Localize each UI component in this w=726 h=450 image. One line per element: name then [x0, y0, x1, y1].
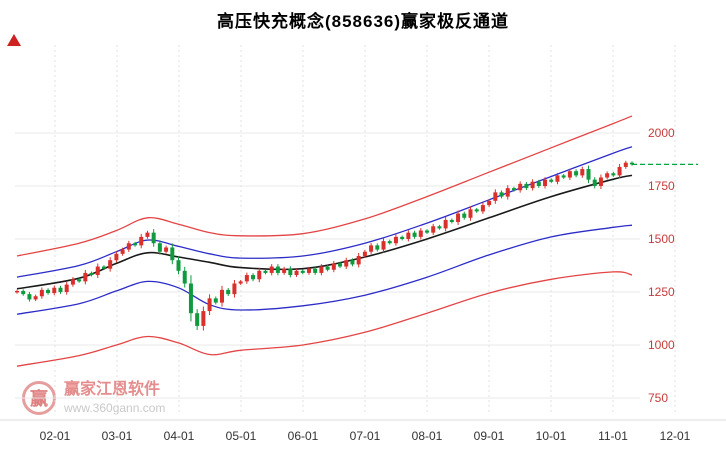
y-axis-label: 1250 — [648, 285, 675, 299]
channel-band-upper_red — [16, 115, 633, 257]
x-axis-label: 11-01 — [598, 429, 628, 443]
x-axis-label: 08-01 — [412, 429, 443, 443]
x-axis-label: 12-01 — [660, 429, 691, 443]
brand-logo-glyph: 赢 — [30, 389, 48, 409]
watermark: 赢 赢家江恩软件 www.360gann.com — [22, 381, 165, 415]
x-axis-label: 09-01 — [474, 429, 505, 443]
x-axis-label: 04-01 — [164, 429, 195, 443]
y-axis-label: 750 — [648, 391, 668, 405]
x-axis-label: 10-01 — [536, 429, 567, 443]
y-axis-label: 1000 — [648, 338, 675, 352]
candles — [15, 160, 634, 331]
x-axis-label: 07-01 — [350, 429, 381, 443]
channel-band-middle_black — [16, 174, 633, 290]
y-axis-label: 1500 — [648, 232, 675, 246]
x-axis-label: 03-01 — [102, 429, 133, 443]
y-axis-label: 2000 — [648, 126, 675, 140]
x-axis-label: 06-01 — [288, 429, 319, 443]
corner-marker-icon — [7, 34, 21, 46]
watermark-url: www.360gann.com — [64, 401, 166, 415]
channel-band-lower_red — [16, 271, 633, 367]
x-axis-label: 05-01 — [226, 429, 257, 443]
channel-band-upper_blue — [16, 146, 633, 278]
watermark-brand: 赢家江恩软件 — [64, 381, 161, 398]
y-axis-label: 1750 — [648, 179, 675, 193]
x-axis-label: 02-01 — [40, 429, 71, 443]
channel-band-lower_blue — [16, 224, 633, 315]
chart-title: 高压快充概念(858636)赢家极反通道 — [216, 12, 510, 31]
